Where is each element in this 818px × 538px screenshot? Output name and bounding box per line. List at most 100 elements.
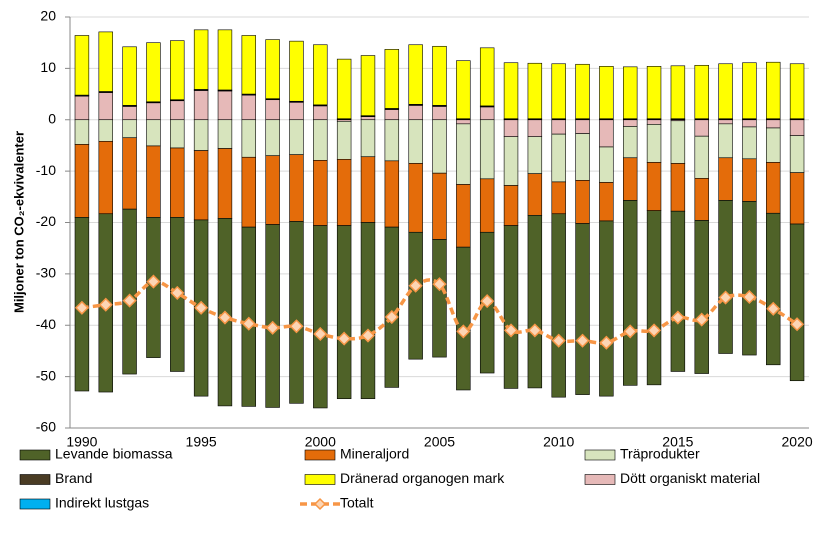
x-tick-label: 2020: [782, 434, 813, 450]
bar-segment: [336, 58, 352, 120]
legend-label: Totalt: [340, 495, 374, 511]
legend-label: Levande biomassa: [55, 446, 173, 462]
total-marker: [575, 333, 590, 348]
bar-segment: [265, 224, 280, 408]
bar-segment: [98, 92, 113, 121]
legend-swatch: [19, 449, 51, 461]
bar-segment: [170, 40, 185, 101]
legend-swatch: [584, 474, 616, 485]
bar-segment: [217, 119, 233, 149]
bar-segment: [622, 66, 638, 120]
bar-segment: [718, 200, 733, 354]
bar-segment: [742, 62, 757, 120]
bar-segment: [289, 101, 304, 121]
bar-segment: [265, 155, 280, 225]
bar-segment: [360, 116, 376, 121]
legend-swatch: [304, 449, 336, 461]
legend-label: Dött organiskt material: [620, 470, 760, 486]
x-tick-label: 2010: [543, 434, 574, 450]
bar-segment: [336, 225, 352, 400]
total-marker: [265, 320, 280, 335]
y-tick-label: -60: [36, 419, 56, 435]
bar-segment: [527, 173, 543, 216]
bar-segment: [670, 210, 686, 372]
bar-segment: [122, 46, 137, 106]
legend-label: Brand: [55, 470, 92, 486]
total-marker: [98, 297, 113, 312]
bar-segment: [146, 42, 161, 103]
legend-swatch: [19, 498, 51, 510]
bar-segment: [217, 29, 233, 91]
bar-segment: [74, 144, 90, 218]
bar-segment: [479, 47, 495, 107]
total-marker: [742, 289, 757, 305]
bar-segment: [694, 178, 709, 221]
bar-segment: [622, 200, 638, 386]
bar-segment: [193, 150, 209, 221]
bar-segment: [408, 105, 423, 121]
bar-segment: [384, 160, 400, 228]
bar-segment: [718, 123, 733, 159]
legend-swatch: [19, 474, 51, 485]
total-marker: [456, 324, 471, 339]
y-axis-label: Miljoner ton CO₂-ekvivalenter: [11, 131, 26, 313]
total-marker: [74, 300, 89, 315]
bar-segment: [360, 156, 376, 223]
bar-segment: [622, 157, 638, 201]
bar-segment: [766, 61, 781, 120]
bar-segment: [622, 119, 638, 127]
bar-segment: [646, 124, 662, 163]
bar-segment: [432, 106, 447, 121]
total-marker: [670, 310, 685, 325]
bar-segment: [74, 35, 90, 96]
bar-segment: [766, 212, 781, 366]
bar-segment: [384, 109, 400, 121]
bar-segment: [503, 136, 519, 186]
total-marker: [360, 328, 376, 343]
bar-segment: [742, 119, 757, 128]
total-marker: [790, 317, 805, 332]
bar-segment: [670, 163, 686, 212]
bar-segment: [646, 119, 662, 125]
bar-segment: [599, 182, 614, 222]
bar-segment: [789, 63, 805, 120]
y-tick-label: -10: [36, 162, 56, 178]
y-tick-label: -20: [36, 213, 56, 229]
bar-segment: [575, 119, 590, 134]
bar-segment: [193, 119, 209, 151]
bar-segment: [503, 119, 519, 138]
bar-segment: [527, 62, 543, 120]
bar-segment: [766, 119, 781, 129]
total-marker: [766, 301, 781, 316]
bar-segment: [384, 119, 400, 162]
bar-segment: [193, 29, 209, 90]
bar-segment: [289, 154, 304, 222]
total-marker: [289, 319, 304, 334]
bar-segment: [360, 119, 376, 158]
bar-segment: [265, 119, 280, 157]
bar-segment: [551, 119, 566, 135]
y-tick-label: -50: [36, 367, 56, 383]
total-marker: [170, 285, 185, 300]
bar-segment: [74, 119, 90, 145]
bar-segment: [646, 162, 662, 211]
bar-segment: [241, 35, 257, 95]
bar-segment: [408, 231, 423, 360]
bar-segment: [313, 119, 328, 161]
total-marker: [551, 333, 566, 348]
bar-segment: [432, 119, 447, 174]
legend-label: Träprodukter: [620, 446, 700, 462]
total-marker: [646, 323, 662, 338]
bar-segment: [599, 146, 614, 183]
bar-segment: [217, 148, 233, 219]
y-tick-label: -40: [36, 316, 56, 332]
bar-segment: [336, 120, 352, 160]
total-marker: [337, 331, 352, 346]
bar-segment: [170, 119, 185, 149]
bar-segment: [622, 126, 638, 159]
legend-swatch: [304, 474, 336, 485]
bar-segment: [742, 126, 757, 160]
bar-segment: [766, 162, 781, 214]
bar-segment: [241, 156, 257, 228]
bar-segment: [789, 119, 805, 136]
